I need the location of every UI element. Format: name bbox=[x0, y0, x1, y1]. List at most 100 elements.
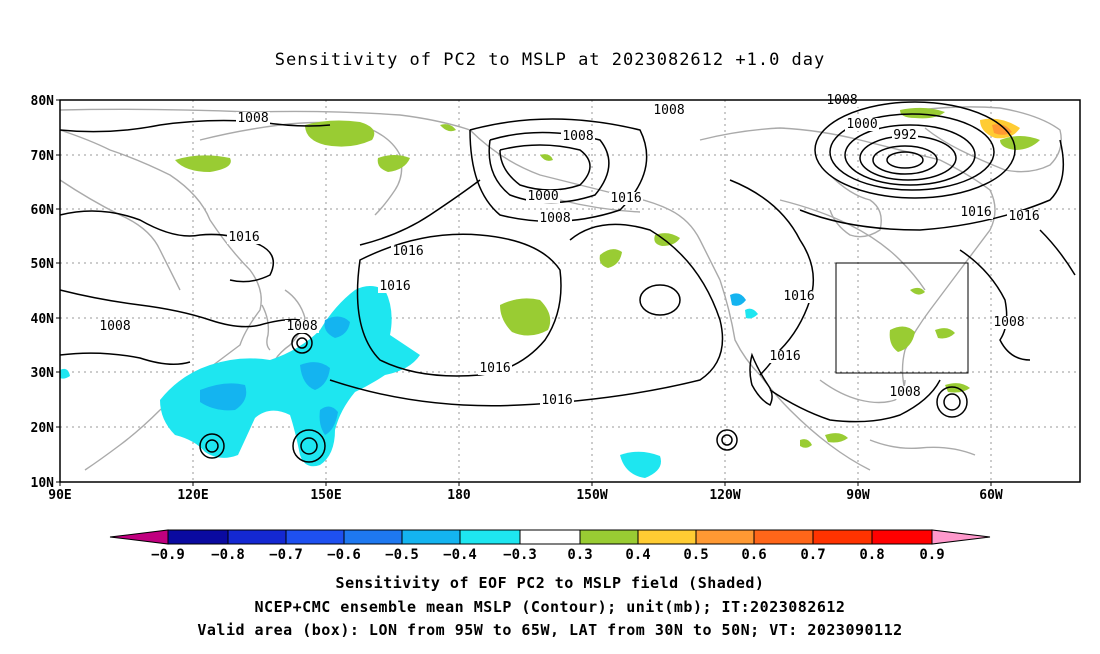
lat-tick-label: 30N bbox=[31, 366, 55, 381]
contour-label: 1016 bbox=[379, 279, 410, 294]
contour-label-bg bbox=[236, 112, 270, 125]
lon-tick-label: 150E bbox=[310, 488, 341, 503]
colorbar-swatch bbox=[167, 529, 229, 545]
contour-label: 1016 bbox=[541, 393, 572, 408]
lon-tick-label: 90E bbox=[48, 488, 71, 503]
colorbar-swatch bbox=[227, 529, 287, 545]
contour-label: 1016 bbox=[228, 230, 259, 245]
contour-label: 1016 bbox=[960, 205, 991, 220]
contour-label: 1008 bbox=[286, 319, 317, 334]
contour-label: 1008 bbox=[562, 129, 593, 144]
colorbar-label: 0.3 bbox=[567, 547, 592, 563]
lat-tick-label: 70N bbox=[31, 149, 55, 164]
colorbar-label: −0.6 bbox=[327, 547, 361, 563]
lon-tick-label: 120E bbox=[177, 488, 208, 503]
contour-label: 992 bbox=[893, 128, 916, 143]
map-frame bbox=[59, 99, 1081, 483]
contour-label-bg bbox=[768, 350, 802, 363]
contour-label: 1016 bbox=[769, 349, 800, 364]
contour-label: 1008 bbox=[889, 385, 920, 400]
contour-label: 1008 bbox=[993, 315, 1024, 330]
lat-tick-label: 50N bbox=[31, 257, 55, 272]
contour-label-bg bbox=[782, 290, 816, 303]
contour-label: 1016 bbox=[610, 191, 641, 206]
colorbar-label: 0.4 bbox=[625, 547, 650, 563]
contour-label: 1008 bbox=[99, 319, 130, 334]
lat-tick-label: 20N bbox=[31, 421, 55, 436]
contour-label-bg bbox=[391, 245, 425, 258]
contour-labels: 1008 1016 1008 1016 1008 1000 1008 1016 1016 1008… bbox=[98, 93, 1041, 408]
lon-tick-label: 120W bbox=[709, 488, 740, 503]
colorbar-label: 0.9 bbox=[919, 547, 944, 563]
lon-tick-label: 180 bbox=[447, 488, 471, 503]
colorbar-label: −0.9 bbox=[151, 547, 185, 563]
contour-label: 1016 bbox=[1008, 209, 1039, 224]
contour-label-bg bbox=[888, 386, 922, 399]
contour-label-bg bbox=[609, 192, 643, 205]
colorbar-label: −0.4 bbox=[443, 547, 477, 563]
contour-label-bg bbox=[959, 206, 993, 219]
colorbar-label: 0.6 bbox=[741, 547, 766, 563]
colorbar-swatch bbox=[579, 529, 639, 545]
contour-label-bg bbox=[1007, 210, 1041, 223]
caption-line-3: Valid area (box): LON from 95W to 65W, L… bbox=[197, 621, 903, 639]
contour-label-bg bbox=[652, 104, 686, 117]
latitude-labels: 80N 70N 60N 50N 40N 30N 20N 10N bbox=[31, 94, 60, 491]
contour-label: 1000 bbox=[846, 117, 877, 132]
contour-label-bg bbox=[540, 394, 574, 407]
lat-tick-label: 40N bbox=[31, 312, 55, 327]
lon-tick-label: 60W bbox=[979, 488, 1003, 503]
colorbar-label: 0.7 bbox=[800, 547, 825, 563]
colorbar-swatch bbox=[812, 529, 873, 545]
contour-label: 1016 bbox=[392, 244, 423, 259]
contour-label: 1000 bbox=[527, 189, 558, 204]
contour-label-bg bbox=[378, 280, 412, 293]
contour-label-bg bbox=[538, 212, 572, 225]
colorbar-label: 0.5 bbox=[683, 547, 708, 563]
contour-label: 1008 bbox=[653, 103, 684, 118]
contour-label-bg bbox=[845, 118, 879, 131]
contour-label-bg bbox=[892, 129, 918, 142]
contour-label-bg bbox=[227, 231, 261, 244]
colorbar-swatch bbox=[871, 529, 933, 545]
colorbar-swatch bbox=[637, 529, 697, 545]
longitude-labels: 90E 120E 150E 180 150W 120W 90W 60W bbox=[48, 482, 1003, 503]
colorbar-swatch bbox=[519, 529, 581, 545]
colorbar-swatch bbox=[459, 529, 521, 545]
colorbar-swatch bbox=[401, 529, 461, 545]
colorbar-swatch bbox=[285, 529, 345, 545]
lat-tick-label: 80N bbox=[31, 94, 55, 109]
caption-line-1: Sensitivity of EOF PC2 to MSLP field (Sh… bbox=[335, 574, 765, 592]
contour-label-bg bbox=[561, 130, 595, 143]
colorbar-label: −0.5 bbox=[385, 547, 419, 563]
colorbar-swatch bbox=[343, 529, 403, 545]
contour-label: 1016 bbox=[783, 289, 814, 304]
colorbar-swatch bbox=[753, 529, 814, 545]
contour-label: 1008 bbox=[539, 211, 570, 226]
colorbar-swatch bbox=[695, 529, 755, 545]
colorbar: −0.9 −0.8 −0.7 −0.6 −0.5 −0.4 −0.3 0.3 0.4 0.5 0.6… bbox=[109, 529, 991, 563]
contour-label-bg bbox=[98, 320, 132, 333]
map-title: Sensitivity of PC2 to MSLP at 2023082612… bbox=[274, 50, 826, 70]
colorbar-label: −0.8 bbox=[211, 547, 245, 563]
lon-tick-label: 90W bbox=[846, 488, 870, 503]
colorbar-arrow-high bbox=[931, 529, 991, 545]
colorbar-arrow-low bbox=[109, 529, 169, 545]
coastlines bbox=[59, 106, 1062, 471]
contour-label-bg bbox=[478, 362, 512, 375]
contour-label-bg bbox=[526, 190, 560, 203]
colorbar-label: 0.8 bbox=[859, 547, 884, 563]
lat-tick-label: 10N bbox=[31, 476, 55, 491]
lon-tick-label: 150W bbox=[576, 488, 607, 503]
lat-tick-label: 60N bbox=[31, 203, 55, 218]
validation-box bbox=[835, 262, 969, 374]
contour-label: 1008 bbox=[237, 111, 268, 126]
colorbar-label: −0.7 bbox=[269, 547, 303, 563]
colorbar-label: −0.3 bbox=[503, 547, 537, 563]
contour-label: 1016 bbox=[479, 361, 510, 376]
contour-label-bg bbox=[285, 320, 319, 333]
caption-line-2: NCEP+CMC ensemble mean MSLP (Contour); u… bbox=[254, 598, 846, 616]
contour-label-bg bbox=[992, 316, 1026, 329]
